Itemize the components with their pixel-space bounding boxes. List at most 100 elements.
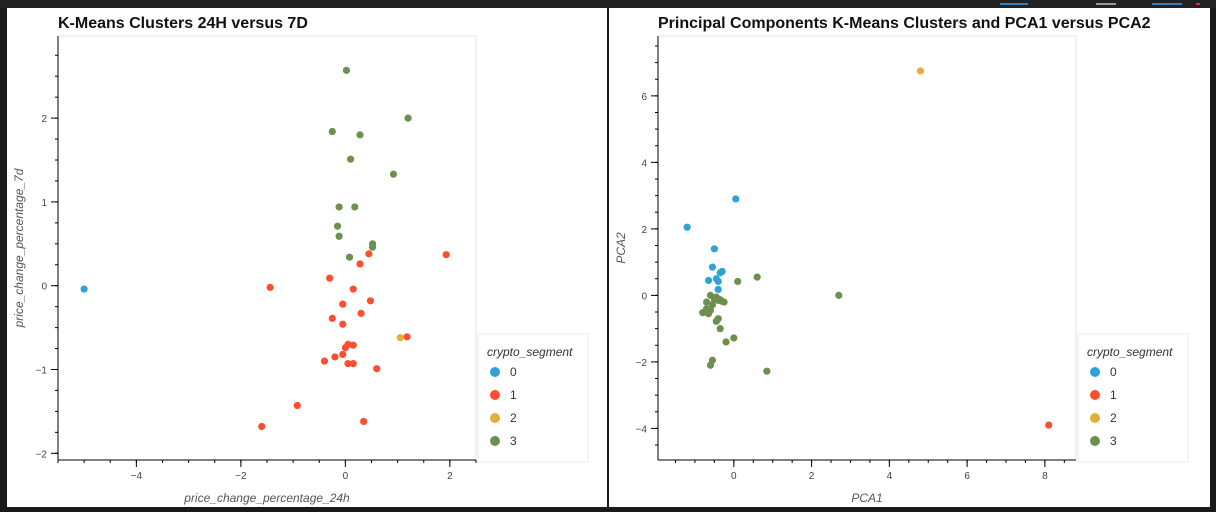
legend-marker-2: [1090, 413, 1100, 423]
data-point-segment-3: [335, 203, 343, 211]
data-point-segment-1: [356, 260, 364, 268]
x-tick-label: −4: [131, 471, 143, 482]
legend-marker-1: [490, 390, 500, 400]
data-point-segment-0: [683, 223, 691, 231]
data-point-segment-3: [716, 325, 724, 333]
data-point-segment-0: [716, 269, 724, 277]
data-point-segment-3: [404, 114, 412, 122]
data-point-segment-1: [266, 283, 274, 291]
legend-label-2: 2: [1110, 411, 1117, 425]
data-point-segment-1: [349, 360, 357, 368]
y-tick-label: −2: [636, 358, 648, 369]
legend-label-0: 0: [1110, 365, 1117, 379]
data-point-segment-3: [835, 291, 843, 299]
data-point-segment-0: [710, 245, 718, 253]
chart-panel-pca1-vs-pca2: Principal Components K-Means Clusters an…: [609, 8, 1210, 507]
y-tick-label: 0: [41, 282, 47, 293]
data-point-segment-3: [347, 155, 355, 163]
data-point-segment-3: [335, 232, 343, 240]
data-point-segment-3: [734, 277, 742, 286]
data-point-segment-3: [712, 317, 720, 325]
chart-panel-24h-vs-7d: K-Means Clusters 24H versus 7D −4 −2 0 2 −2 −…: [7, 8, 607, 507]
data-point-segment-1: [341, 344, 349, 352]
data-point-segment-1: [339, 320, 347, 328]
data-point-segment-3: [389, 170, 398, 178]
data-point-segment-3: [345, 253, 354, 261]
legend-label-3: 3: [510, 434, 517, 448]
legend-marker-2: [490, 413, 500, 423]
chart-title: Principal Components K-Means Clusters an…: [658, 15, 1151, 32]
legend-title: crypto_segment: [487, 345, 573, 359]
legend-label-1: 1: [1110, 388, 1117, 402]
data-point-segment-0: [714, 277, 722, 286]
data-point-segment-1: [360, 417, 368, 426]
y-tick-label: −2: [36, 449, 48, 460]
x-tick-label: 8: [1042, 471, 1048, 482]
y-tick-label: 4: [641, 158, 647, 169]
data-point-segment-1: [442, 251, 450, 259]
data-point-segment-3: [356, 131, 364, 139]
data-point-segment-2: [396, 334, 404, 342]
x-tick-label: 0: [343, 471, 349, 482]
data-point-segment-1: [1045, 421, 1053, 429]
x-tick-label: 2: [809, 471, 815, 482]
data-point-segment-0: [708, 263, 717, 271]
data-point-segment-3: [328, 127, 336, 136]
legend-marker-3: [1090, 436, 1100, 446]
x-axis-label: PCA1: [851, 491, 882, 505]
x-tick-label: 6: [964, 471, 970, 482]
legend-marker-0: [1090, 367, 1100, 377]
y-tick-label: 1: [41, 198, 47, 209]
data-point-segment-1: [320, 357, 329, 365]
data-point-segment-3: [708, 301, 717, 309]
data-point-segment-3: [351, 203, 359, 211]
window-top-bar: [0, 0, 1216, 8]
data-point-segment-3: [763, 367, 771, 375]
x-tick-label: 2: [447, 471, 453, 482]
data-point-segment-1: [344, 360, 352, 368]
data-point-segment-2: [916, 67, 925, 75]
data-point-segment-1: [403, 333, 411, 341]
legend-label-1: 1: [510, 388, 517, 402]
data-point-segment-1: [366, 297, 375, 305]
y-tick-label: 6: [641, 92, 647, 103]
plot-area: [657, 35, 1077, 461]
data-point-segment-3: [368, 243, 377, 251]
data-point-segment-3: [342, 66, 351, 74]
x-tick-label: 0: [731, 471, 737, 482]
y-tick-label: 0: [641, 291, 647, 302]
legend: crypto_segment 0 1 2 3: [477, 333, 589, 463]
data-point-segment-1: [326, 274, 334, 282]
x-tick-label: −2: [235, 471, 247, 482]
data-point-segment-3: [722, 338, 730, 346]
data-point-segment-1: [339, 300, 347, 308]
data-point-segment-0: [714, 285, 722, 294]
legend: crypto_segment 0 1 2 3: [1077, 333, 1189, 463]
data-point-segment-3: [704, 310, 713, 318]
data-point-segment-1: [357, 309, 365, 317]
data-point-segment-3: [730, 334, 738, 342]
data-point-segment-1: [365, 250, 373, 258]
x-tick-label: 4: [887, 471, 893, 482]
data-point-segment-3: [706, 361, 715, 369]
data-point-segment-0: [704, 276, 713, 285]
chart-title: K-Means Clusters 24H versus 7D: [58, 15, 308, 32]
legend-title: crypto_segment: [1087, 345, 1173, 359]
legend-label-3: 3: [1110, 434, 1117, 448]
data-point-segment-0: [80, 285, 88, 293]
scatter-chart-pca1-vs-pca2: Principal Components K-Means Clusters an…: [614, 15, 1189, 505]
x-axis-label: price_change_percentage_24h: [183, 491, 350, 505]
data-point-segment-1: [331, 353, 339, 361]
data-point-segment-1: [349, 285, 357, 293]
data-point-segment-3: [753, 273, 761, 281]
legend-label-2: 2: [510, 411, 517, 425]
y-tick-label: 2: [41, 114, 47, 125]
data-point-segment-0: [732, 195, 740, 203]
y-axis-label: PCA2: [614, 232, 628, 264]
data-point-segment-1: [328, 314, 336, 322]
data-point-segment-1: [339, 350, 347, 359]
scatter-chart-24h-vs-7d: K-Means Clusters 24H versus 7D −4 −2 0 2 −2 −…: [12, 15, 589, 505]
data-point-segment-1: [258, 422, 266, 431]
legend-marker-1: [1090, 390, 1100, 400]
y-tick-label: −1: [36, 366, 48, 377]
